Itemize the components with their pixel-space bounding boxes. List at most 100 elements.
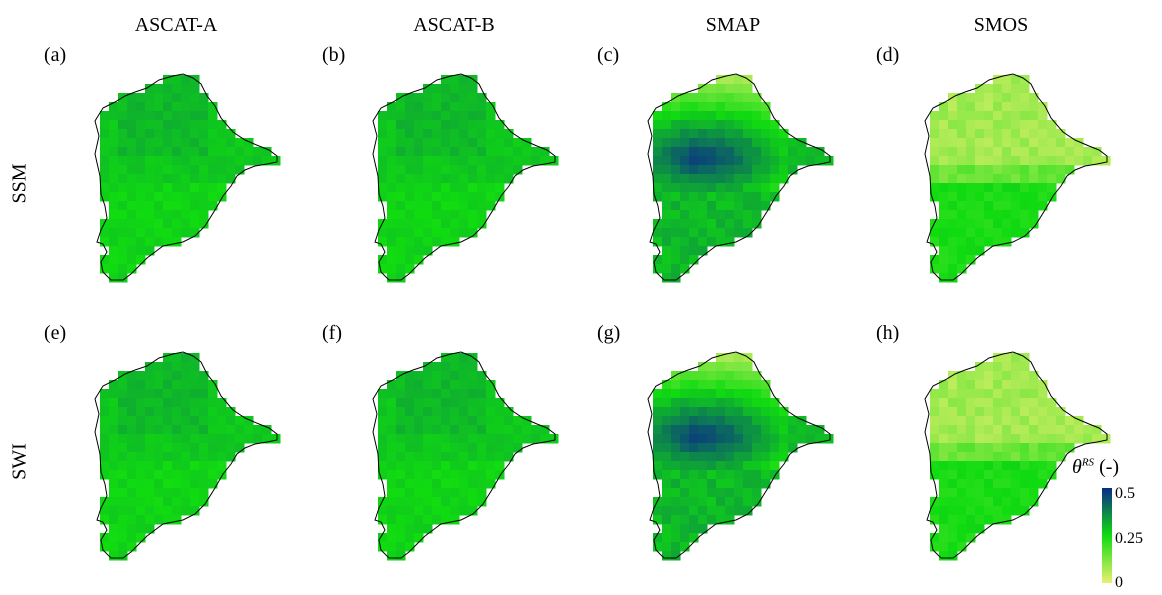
catchment-outline — [924, 73, 1108, 281]
map-cell — [993, 174, 1003, 184]
map-cell — [190, 470, 200, 480]
map-cell — [939, 255, 949, 265]
map-cell — [1056, 443, 1066, 453]
map-cell — [653, 425, 663, 435]
map-cell — [707, 407, 717, 417]
map-cell — [118, 273, 128, 283]
map-cell — [513, 165, 523, 175]
map-cell — [477, 398, 487, 408]
map-cell — [1047, 470, 1057, 480]
map-cell — [743, 371, 753, 381]
map-cell — [441, 452, 451, 462]
map-cell — [378, 120, 388, 130]
map-cell — [118, 515, 128, 525]
map-cell — [743, 470, 753, 480]
map-cell — [387, 255, 397, 265]
map-cell — [984, 129, 994, 139]
map-cell — [1065, 147, 1075, 157]
map-cell — [181, 129, 191, 139]
map-cell — [190, 389, 200, 399]
map-cell — [770, 407, 780, 417]
map-cell — [262, 434, 272, 444]
map-cell — [993, 102, 1003, 112]
map-cell — [405, 389, 415, 399]
map-cell — [504, 156, 514, 166]
map-cell — [993, 371, 1003, 381]
map-cell — [761, 398, 771, 408]
map-cell — [725, 138, 735, 148]
map-cell — [504, 434, 514, 444]
map-cell — [199, 147, 209, 157]
map-cell — [423, 452, 433, 462]
map-cell — [957, 533, 967, 543]
map-cell — [662, 452, 672, 462]
map-cell — [680, 398, 690, 408]
map-cell — [662, 398, 672, 408]
map-cell — [689, 201, 699, 211]
map-cell — [725, 353, 735, 363]
map-cell — [948, 479, 958, 489]
map-cell — [725, 219, 735, 229]
map-cell — [707, 443, 717, 453]
map-cell — [689, 102, 699, 112]
map-cell — [190, 93, 200, 103]
map-cell — [716, 461, 726, 471]
map-cell — [1002, 192, 1012, 202]
map-cell — [734, 120, 744, 130]
map-cell — [948, 425, 958, 435]
map-cell — [378, 470, 388, 480]
map-cell — [948, 380, 958, 390]
map-cell — [930, 147, 940, 157]
map-cell — [680, 488, 690, 498]
map-cell — [1011, 174, 1021, 184]
map-cell — [975, 371, 985, 381]
map-cell — [109, 237, 119, 247]
map-panel-h — [924, 351, 1111, 561]
map-cell — [405, 434, 415, 444]
map-cell — [540, 434, 550, 444]
map-cell — [752, 416, 762, 426]
map-cell — [653, 165, 663, 175]
map-cell — [405, 183, 415, 193]
map-cell — [163, 165, 173, 175]
map-cell — [993, 398, 1003, 408]
map-cell — [662, 389, 672, 399]
map-cell — [127, 174, 137, 184]
map-cell — [154, 515, 164, 525]
map-cell — [743, 84, 753, 94]
map-cell — [450, 425, 460, 435]
map-cell — [378, 515, 388, 525]
map-cell — [208, 201, 218, 211]
map-cell — [459, 506, 469, 516]
map-cell — [716, 147, 726, 157]
map-cell — [707, 102, 717, 112]
map-cell — [540, 425, 550, 435]
map-cell — [948, 237, 958, 247]
map-cell — [531, 156, 541, 166]
map-cell — [752, 461, 762, 471]
map-cell — [450, 461, 460, 471]
map-cell — [244, 138, 254, 148]
map-cell — [662, 407, 672, 417]
map-cell — [432, 515, 442, 525]
map-cell — [707, 425, 717, 435]
map-cell — [495, 120, 505, 130]
map-cell — [761, 156, 771, 166]
map-cell — [761, 407, 771, 417]
map-cell — [725, 488, 735, 498]
map-cell — [689, 488, 699, 498]
map-cell — [450, 156, 460, 166]
map-cell — [109, 461, 119, 471]
map-cell — [504, 138, 514, 148]
map-cell — [486, 129, 496, 139]
map-cell — [1083, 147, 1093, 157]
map-cell — [486, 174, 496, 184]
map-cell — [725, 425, 735, 435]
map-cell — [154, 362, 164, 372]
map-cell — [100, 147, 110, 157]
map-cell — [930, 434, 940, 444]
map-cell — [486, 165, 496, 175]
map-cell — [689, 165, 699, 175]
map-cell — [549, 156, 559, 166]
map-cell — [930, 228, 940, 238]
